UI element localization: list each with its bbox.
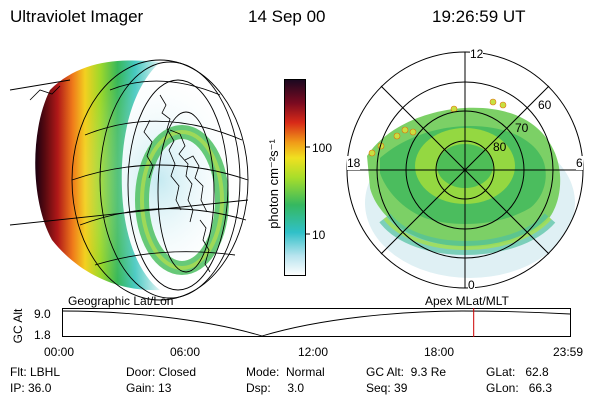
time-tick-0000: 00:00 (44, 345, 75, 359)
colorbar-unit-label: photon cm⁻²s⁻¹ (266, 139, 281, 229)
observation-time: 19:26:59 UT (432, 7, 526, 26)
time-tick-2359: 23:59 (553, 345, 584, 359)
orbit-left-label: Geographic Lat/Lon (68, 294, 174, 308)
polar-plot (346, 51, 584, 289)
orbit-altitude-curve (61, 310, 571, 337)
orbit-ytick-low: 1.8 (34, 328, 51, 342)
lat-label-60: 60 (538, 98, 552, 112)
orbit-ytick-high: 9.0 (34, 307, 51, 321)
mlt-label-6: 6 (576, 156, 583, 170)
orbit-axis-title: GC Alt (11, 308, 25, 344)
colorbar-tick-100: 100 (312, 141, 333, 155)
status-gain: Gain: 13 (126, 381, 172, 395)
instrument-title: Ultraviolet Imager (10, 7, 144, 26)
status-ip: IP: 36.0 (10, 381, 52, 395)
orbit-right-label: Apex MLat/MLT (425, 294, 509, 308)
status-door: Door: Closed (126, 365, 197, 379)
time-tick-1800: 18:00 (424, 345, 455, 359)
lat-label-70: 70 (515, 121, 529, 135)
lat-label-80: 80 (493, 140, 507, 154)
status-filter: Flt: LBHL (10, 365, 61, 379)
time-tick-1200: 12:00 (298, 345, 329, 359)
globe-grid (9, 59, 249, 301)
status-dsp: Dsp: 3.0 (246, 381, 305, 395)
observation-date: 14 Sep 00 (248, 7, 326, 26)
status-gc-alt: GC Alt: 9.3 Re (366, 365, 447, 379)
status-seq: Seq: 39 (366, 381, 408, 395)
mlt-label-0: 0 (468, 278, 475, 292)
status-glon: GLon: 66.3 (486, 381, 553, 395)
status-mode: Mode: Normal (246, 365, 325, 379)
coastlines (29, 85, 211, 273)
mlt-label-12: 12 (470, 47, 484, 61)
geographic-globe-image (9, 59, 249, 301)
colorbar-tick-10: 10 (312, 228, 326, 242)
colorbar (284, 79, 310, 276)
polar-grid (346, 51, 584, 289)
time-tick-0600: 06:00 (170, 345, 201, 359)
orbit-altitude-plot (61, 308, 571, 337)
mlt-label-18: 18 (347, 156, 361, 170)
status-glat: GLat: 62.8 (486, 365, 549, 379)
